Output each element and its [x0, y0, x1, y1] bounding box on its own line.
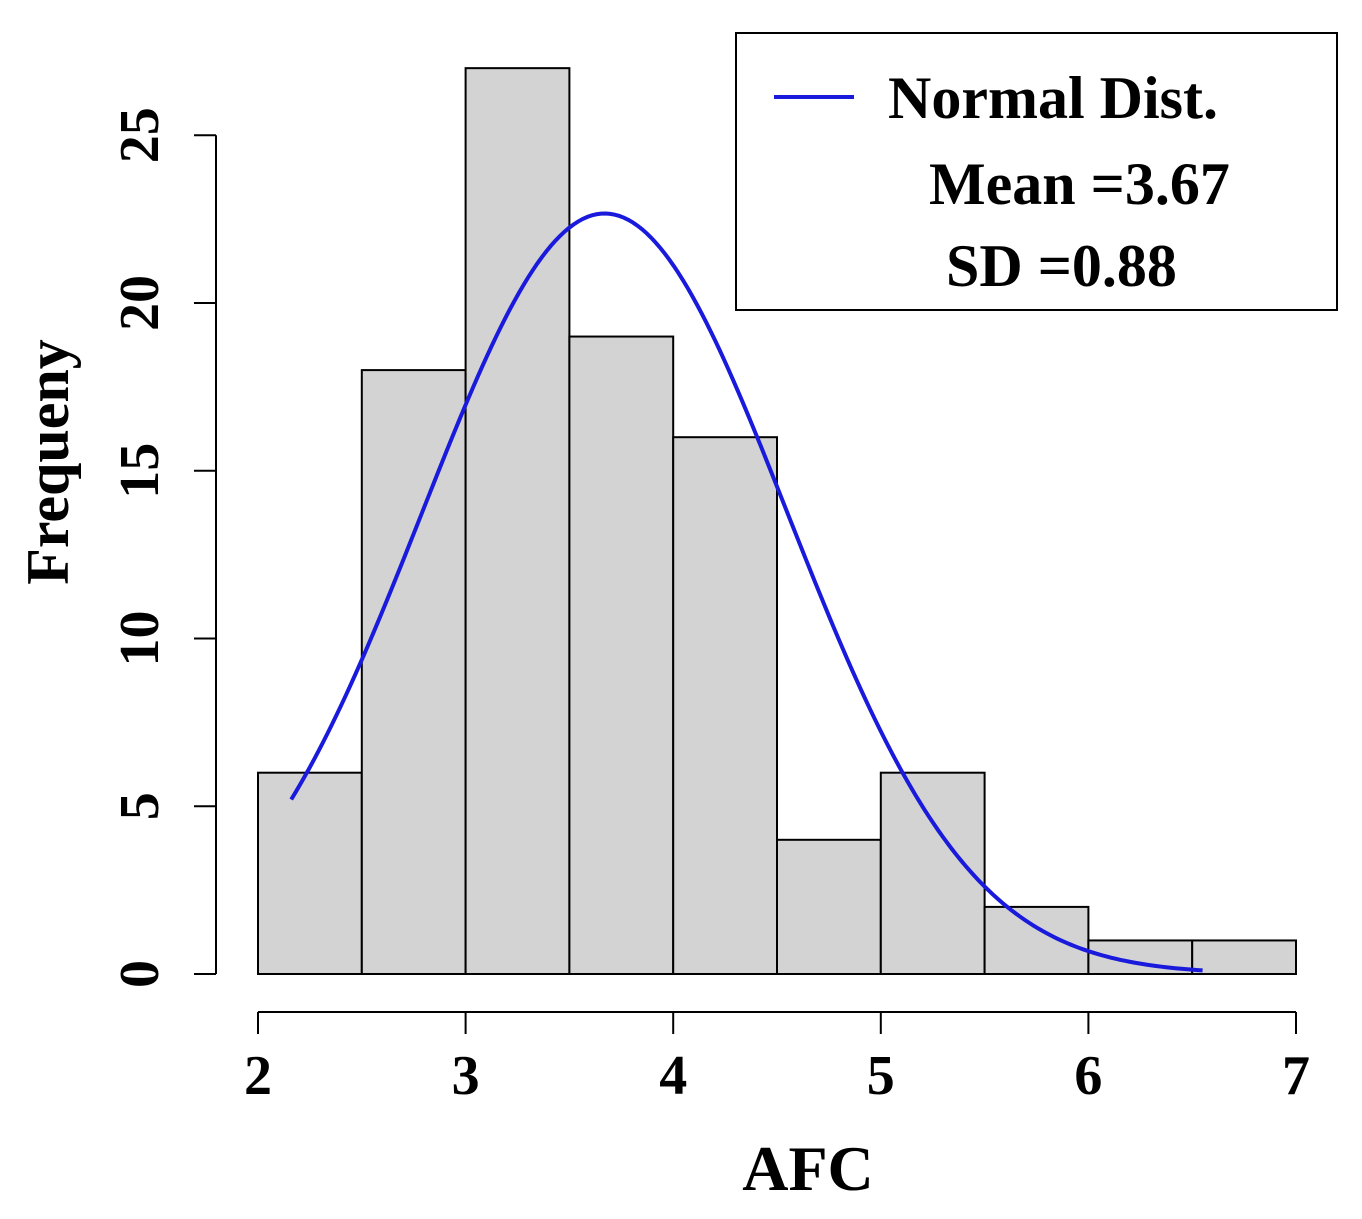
x-tick-label: 7	[1282, 1045, 1310, 1107]
histogram-bars	[257, 67, 1297, 976]
histogram-bar-2	[464, 67, 571, 975]
legend-entry-label: Normal Dist.	[888, 65, 1218, 131]
x-tick-label: 2	[244, 1045, 272, 1107]
histogram-bar-9	[1191, 939, 1297, 976]
y-tick-label: 25	[109, 107, 171, 163]
histogram-bar-5	[776, 838, 882, 975]
legend-box	[735, 32, 1338, 311]
legend: Normal Dist. Mean =3.67 SD =0.88	[735, 32, 1338, 311]
x-tick-label: 4	[659, 1045, 687, 1107]
x-axis: 2 3 4 5 6 7	[244, 1011, 1310, 1107]
y-tick-label: 0	[109, 960, 171, 988]
legend-sd-text: SD =0.88	[946, 233, 1177, 299]
y-axis-label: Frequeny	[15, 339, 81, 585]
histogram-bar-7	[983, 905, 1090, 976]
y-axis: 0 5 10 15 20 25	[109, 107, 217, 988]
histogram-bar-1	[360, 369, 467, 976]
y-tick-label: 20	[109, 275, 171, 331]
normal-curve	[289, 211, 1203, 973]
x-tick-label: 3	[452, 1045, 480, 1107]
y-tick-label: 5	[109, 792, 171, 820]
y-tick-label: 10	[109, 611, 171, 667]
histogram-bar-0	[257, 771, 363, 976]
x-tick-label: 5	[867, 1045, 895, 1107]
y-tick-label: 15	[109, 443, 171, 499]
histogram-bar-3	[568, 335, 675, 975]
histogram-bar-6	[879, 771, 986, 976]
x-tick-label: 6	[1074, 1045, 1102, 1107]
legend-mean-text: Mean =3.67	[929, 151, 1230, 217]
x-axis-label: AFC	[742, 1133, 874, 1204]
histogram-bar-4	[672, 436, 779, 975]
